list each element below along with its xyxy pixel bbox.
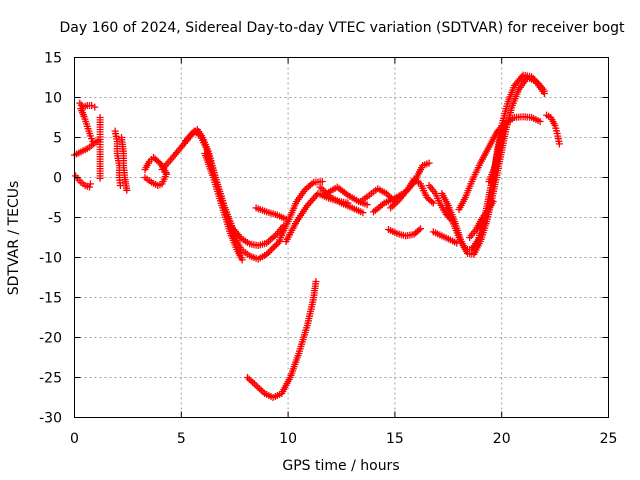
- point-markers: [455, 113, 544, 213]
- grid-lines: [74, 57, 609, 418]
- y-axis-label: SDTVAR / TECUs: [6, 181, 22, 296]
- series-arc-v: [385, 225, 424, 240]
- point-markers: [252, 204, 290, 223]
- series-arc-a: [71, 137, 102, 159]
- x-tick-label: 0: [70, 431, 79, 447]
- series-arc-m: [244, 278, 320, 401]
- series-arc-e: [96, 114, 104, 182]
- point-markers: [244, 278, 320, 401]
- series-arc-aa: [455, 113, 544, 213]
- y-tick-label: -15: [39, 291, 62, 307]
- y-tick-label: 5: [53, 131, 62, 147]
- series-arc-k: [182, 127, 288, 249]
- point-markers: [489, 123, 510, 185]
- plot-frame: [74, 57, 609, 418]
- point-markers: [466, 198, 497, 241]
- point-markers: [425, 182, 454, 223]
- point-markers: [76, 99, 99, 111]
- series-arc-i: [141, 170, 170, 189]
- point-markers: [387, 175, 437, 212]
- y-tick-label: -25: [39, 371, 62, 387]
- y-tick-label: -5: [48, 211, 62, 227]
- point-markers: [111, 127, 124, 189]
- y-tick-label: 15: [44, 51, 62, 67]
- x-tick-label: 15: [386, 431, 404, 447]
- series-arc-g: [118, 134, 131, 194]
- chart-title: Day 160 of 2024, Sidereal Day-to-day VTE…: [59, 20, 625, 36]
- series-arc-b: [76, 99, 99, 111]
- series-arc-bb: [466, 198, 497, 241]
- x-tick-label: 25: [600, 431, 618, 447]
- series-arc-w: [425, 182, 454, 223]
- series-arc-n: [252, 204, 290, 223]
- y-tick-label: -10: [39, 251, 62, 267]
- y-tick-label: 0: [53, 171, 62, 187]
- x-tick-label: 10: [279, 431, 297, 447]
- series-arc-l: [201, 150, 246, 264]
- point-markers: [276, 178, 326, 244]
- point-markers: [141, 170, 170, 189]
- point-markers: [385, 225, 424, 240]
- series-arc-f: [111, 127, 124, 189]
- series-arc-x: [429, 228, 461, 247]
- data-points: [71, 71, 563, 401]
- point-markers: [118, 134, 131, 194]
- point-markers: [182, 127, 288, 249]
- series-arc-o: [276, 178, 326, 244]
- point-markers: [71, 137, 102, 159]
- x-axis-label: GPS time / hours: [282, 458, 399, 474]
- y-tick-label: -30: [39, 411, 62, 427]
- y-tick-label: 10: [44, 91, 62, 107]
- point-markers: [77, 105, 97, 145]
- point-markers: [201, 150, 246, 264]
- point-markers: [543, 111, 563, 148]
- point-markers: [96, 114, 104, 182]
- series-arc-d: [72, 172, 94, 191]
- y-tick-label: -20: [39, 331, 62, 347]
- point-markers: [429, 228, 461, 247]
- series-arc-r: [316, 183, 367, 217]
- y-axis: -30 -25 -20 -15 -10 -5 0 5 10 15: [39, 51, 609, 427]
- x-tick-label: 20: [493, 431, 511, 447]
- point-markers: [316, 183, 367, 217]
- point-markers: [72, 172, 94, 191]
- series-arc-ee: [543, 111, 563, 148]
- series-arc-u: [387, 175, 437, 212]
- series-arc-dd: [489, 123, 510, 185]
- x-axis: 0 5 10 15 20 25: [70, 57, 618, 447]
- series-arc-c: [77, 105, 97, 145]
- x-tick-label: 5: [177, 431, 186, 447]
